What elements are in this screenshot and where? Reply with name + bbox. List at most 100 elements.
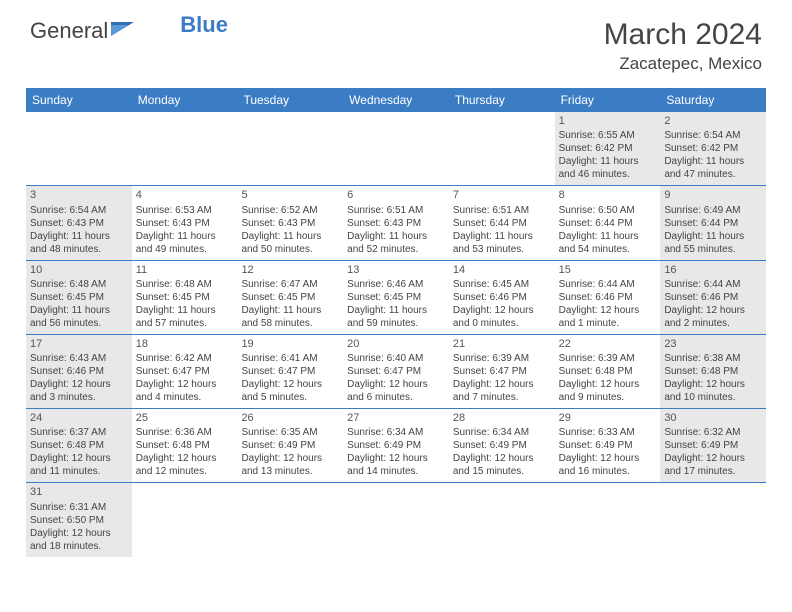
sunrise-text: Sunrise: 6:34 AM xyxy=(453,426,551,439)
daylight-text: Daylight: 11 hours and 59 minutes. xyxy=(347,304,445,330)
sunrise-text: Sunrise: 6:36 AM xyxy=(136,426,234,439)
sunrise-text: Sunrise: 6:32 AM xyxy=(664,426,762,439)
daylight-text: Daylight: 12 hours and 4 minutes. xyxy=(136,378,234,404)
weekday-header: Saturday xyxy=(660,88,766,112)
daylight-text: Daylight: 12 hours and 15 minutes. xyxy=(453,452,551,478)
sunrise-text: Sunrise: 6:39 AM xyxy=(559,352,657,365)
weekday-header: Monday xyxy=(132,88,238,112)
sunset-text: Sunset: 6:49 PM xyxy=(559,439,657,452)
calendar-day-cell: 31Sunrise: 6:31 AMSunset: 6:50 PMDayligh… xyxy=(26,483,132,556)
sunrise-text: Sunrise: 6:44 AM xyxy=(664,278,762,291)
sunset-text: Sunset: 6:46 PM xyxy=(30,365,128,378)
daylight-text: Daylight: 11 hours and 57 minutes. xyxy=(136,304,234,330)
sunrise-text: Sunrise: 6:50 AM xyxy=(559,204,657,217)
sunset-text: Sunset: 6:45 PM xyxy=(30,291,128,304)
daylight-text: Daylight: 11 hours and 52 minutes. xyxy=(347,230,445,256)
sunrise-text: Sunrise: 6:42 AM xyxy=(136,352,234,365)
sunset-text: Sunset: 6:44 PM xyxy=(453,217,551,230)
day-number: 12 xyxy=(241,263,339,277)
day-number: 15 xyxy=(559,263,657,277)
daylight-text: Daylight: 11 hours and 47 minutes. xyxy=(664,155,762,181)
sunrise-text: Sunrise: 6:39 AM xyxy=(453,352,551,365)
calendar-day-cell: 24Sunrise: 6:37 AMSunset: 6:48 PMDayligh… xyxy=(26,409,132,482)
brand-part1: General xyxy=(30,18,108,44)
location-label: Zacatepec, Mexico xyxy=(604,54,762,74)
day-number: 17 xyxy=(30,337,128,351)
calendar-week-row: 24Sunrise: 6:37 AMSunset: 6:48 PMDayligh… xyxy=(26,409,766,483)
sunset-text: Sunset: 6:48 PM xyxy=(136,439,234,452)
daylight-text: Daylight: 12 hours and 14 minutes. xyxy=(347,452,445,478)
sunrise-text: Sunrise: 6:35 AM xyxy=(241,426,339,439)
sunset-text: Sunset: 6:48 PM xyxy=(30,439,128,452)
sunset-text: Sunset: 6:50 PM xyxy=(30,514,128,527)
sunset-text: Sunset: 6:49 PM xyxy=(664,439,762,452)
sunset-text: Sunset: 6:46 PM xyxy=(664,291,762,304)
day-number: 18 xyxy=(136,337,234,351)
calendar-day-cell xyxy=(343,483,449,556)
calendar-day-cell: 5Sunrise: 6:52 AMSunset: 6:43 PMDaylight… xyxy=(237,186,343,259)
sunset-text: Sunset: 6:42 PM xyxy=(559,142,657,155)
sunset-text: Sunset: 6:48 PM xyxy=(664,365,762,378)
brand-part2: Blue xyxy=(180,12,228,38)
sunrise-text: Sunrise: 6:52 AM xyxy=(241,204,339,217)
sunrise-text: Sunrise: 6:40 AM xyxy=(347,352,445,365)
day-number: 28 xyxy=(453,411,551,425)
sunrise-text: Sunrise: 6:45 AM xyxy=(453,278,551,291)
calendar-week-row: 10Sunrise: 6:48 AMSunset: 6:45 PMDayligh… xyxy=(26,261,766,335)
day-number: 9 xyxy=(664,188,762,202)
logo-flag-icon xyxy=(108,18,136,44)
sunset-text: Sunset: 6:46 PM xyxy=(559,291,657,304)
calendar-day-cell: 18Sunrise: 6:42 AMSunset: 6:47 PMDayligh… xyxy=(132,335,238,408)
sunset-text: Sunset: 6:49 PM xyxy=(347,439,445,452)
calendar-day-cell: 14Sunrise: 6:45 AMSunset: 6:46 PMDayligh… xyxy=(449,261,555,334)
calendar-day-cell xyxy=(660,483,766,556)
calendar-day-cell: 20Sunrise: 6:40 AMSunset: 6:47 PMDayligh… xyxy=(343,335,449,408)
calendar-day-cell: 19Sunrise: 6:41 AMSunset: 6:47 PMDayligh… xyxy=(237,335,343,408)
day-number: 26 xyxy=(241,411,339,425)
day-number: 11 xyxy=(136,263,234,277)
daylight-text: Daylight: 11 hours and 56 minutes. xyxy=(30,304,128,330)
daylight-text: Daylight: 11 hours and 49 minutes. xyxy=(136,230,234,256)
day-number: 20 xyxy=(347,337,445,351)
calendar-day-cell xyxy=(555,483,661,556)
calendar-day-cell: 4Sunrise: 6:53 AMSunset: 6:43 PMDaylight… xyxy=(132,186,238,259)
sunset-text: Sunset: 6:42 PM xyxy=(664,142,762,155)
calendar-day-cell: 15Sunrise: 6:44 AMSunset: 6:46 PMDayligh… xyxy=(555,261,661,334)
calendar-day-cell: 16Sunrise: 6:44 AMSunset: 6:46 PMDayligh… xyxy=(660,261,766,334)
calendar-day-cell xyxy=(449,483,555,556)
sunset-text: Sunset: 6:47 PM xyxy=(241,365,339,378)
day-number: 29 xyxy=(559,411,657,425)
daylight-text: Daylight: 11 hours and 58 minutes. xyxy=(241,304,339,330)
calendar-day-cell: 17Sunrise: 6:43 AMSunset: 6:46 PMDayligh… xyxy=(26,335,132,408)
calendar-day-cell xyxy=(26,112,132,185)
daylight-text: Daylight: 12 hours and 16 minutes. xyxy=(559,452,657,478)
daylight-text: Daylight: 12 hours and 12 minutes. xyxy=(136,452,234,478)
day-number: 3 xyxy=(30,188,128,202)
sunset-text: Sunset: 6:45 PM xyxy=(241,291,339,304)
daylight-text: Daylight: 11 hours and 46 minutes. xyxy=(559,155,657,181)
calendar-day-cell: 25Sunrise: 6:36 AMSunset: 6:48 PMDayligh… xyxy=(132,409,238,482)
daylight-text: Daylight: 12 hours and 7 minutes. xyxy=(453,378,551,404)
calendar-day-cell: 22Sunrise: 6:39 AMSunset: 6:48 PMDayligh… xyxy=(555,335,661,408)
calendar-day-cell xyxy=(449,112,555,185)
daylight-text: Daylight: 12 hours and 6 minutes. xyxy=(347,378,445,404)
daylight-text: Daylight: 11 hours and 53 minutes. xyxy=(453,230,551,256)
calendar-day-cell: 12Sunrise: 6:47 AMSunset: 6:45 PMDayligh… xyxy=(237,261,343,334)
daylight-text: Daylight: 12 hours and 0 minutes. xyxy=(453,304,551,330)
sunset-text: Sunset: 6:43 PM xyxy=(347,217,445,230)
daylight-text: Daylight: 11 hours and 48 minutes. xyxy=(30,230,128,256)
daylight-text: Daylight: 11 hours and 55 minutes. xyxy=(664,230,762,256)
daylight-text: Daylight: 12 hours and 18 minutes. xyxy=(30,527,128,553)
sunrise-text: Sunrise: 6:55 AM xyxy=(559,129,657,142)
sunrise-text: Sunrise: 6:46 AM xyxy=(347,278,445,291)
sunrise-text: Sunrise: 6:31 AM xyxy=(30,501,128,514)
sunrise-text: Sunrise: 6:48 AM xyxy=(30,278,128,291)
sunset-text: Sunset: 6:49 PM xyxy=(241,439,339,452)
daylight-text: Daylight: 11 hours and 54 minutes. xyxy=(559,230,657,256)
sunset-text: Sunset: 6:48 PM xyxy=(559,365,657,378)
sunset-text: Sunset: 6:49 PM xyxy=(453,439,551,452)
sunrise-text: Sunrise: 6:44 AM xyxy=(559,278,657,291)
title-block: March 2024 Zacatepec, Mexico xyxy=(604,18,762,74)
sunrise-text: Sunrise: 6:34 AM xyxy=(347,426,445,439)
calendar-day-cell: 9Sunrise: 6:49 AMSunset: 6:44 PMDaylight… xyxy=(660,186,766,259)
